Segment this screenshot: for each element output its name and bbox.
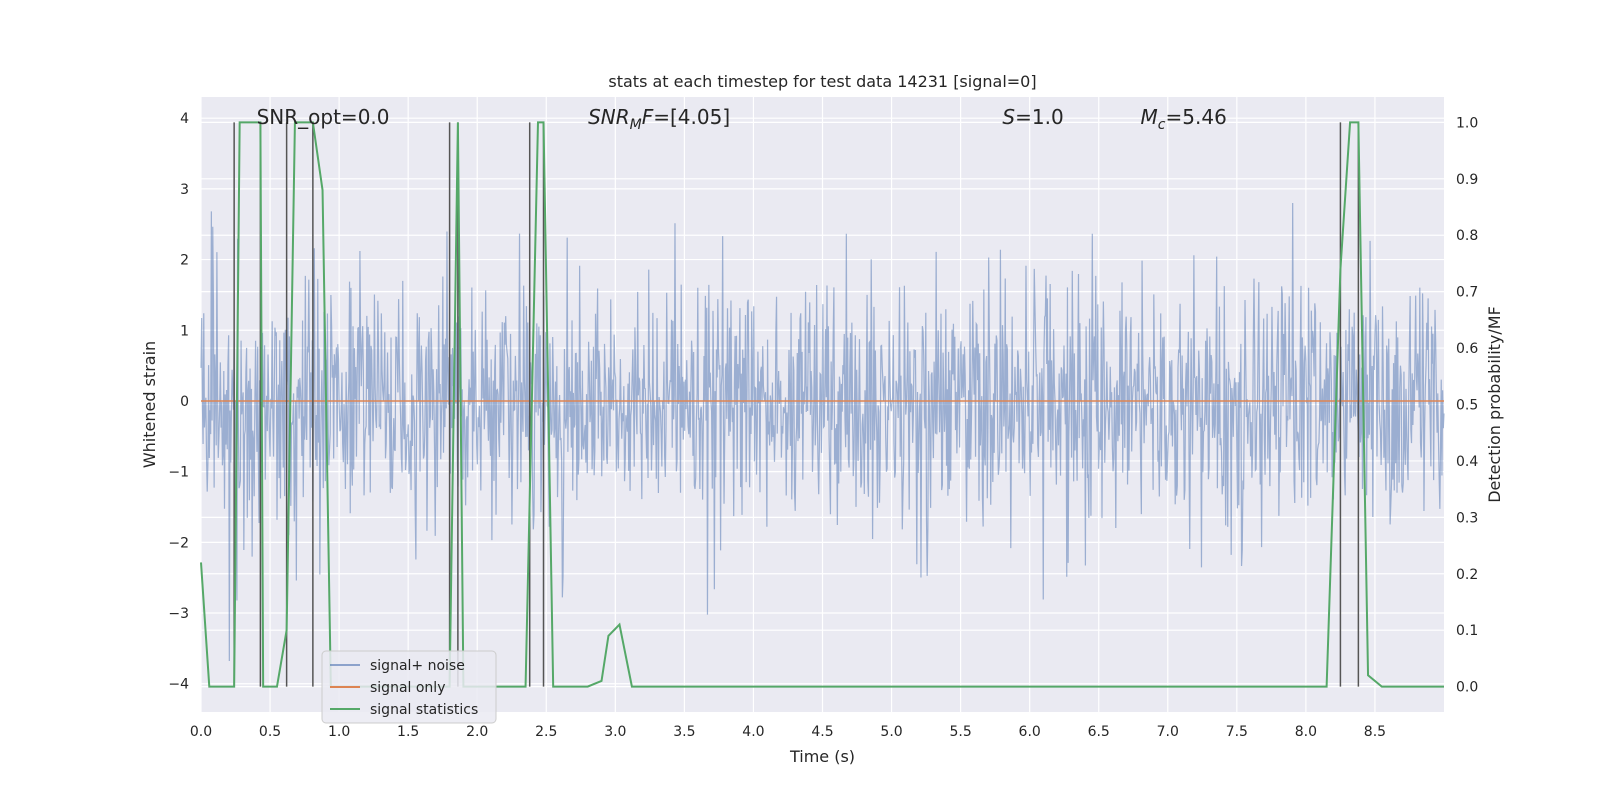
x-tick-label: 7.5 <box>1226 724 1248 740</box>
x-tick-label: 1.0 <box>328 724 350 740</box>
y-tick-label: 3 <box>180 182 189 198</box>
x-tick-label: 5.0 <box>880 724 902 740</box>
y-tick-label: 2 <box>180 253 189 269</box>
annotation-text: S=1.0 <box>1002 105 1063 129</box>
x-tick-label: 0.5 <box>259 724 281 740</box>
x-tick-label: 2.0 <box>466 724 488 740</box>
y2-tick-label: 1.0 <box>1456 115 1478 131</box>
legend: signal+ noise signal only signal statistic… <box>321 650 497 724</box>
x-tick-label: 4.5 <box>811 724 833 740</box>
annotation-text: SNR_opt=0.0 <box>257 105 390 129</box>
legend-box <box>321 650 497 724</box>
y-tick-label: −2 <box>168 535 189 551</box>
x-tick-label: 5.5 <box>949 724 971 740</box>
x-tick-label: 1.5 <box>397 724 419 740</box>
noise-series <box>200 202 1445 662</box>
legend-label: signal+ noise <box>370 658 465 674</box>
y-axis-label: Whitened strain <box>140 341 159 468</box>
y2-axis-label: Detection probability/MF <box>1485 306 1504 503</box>
y2-tick-label: 0.0 <box>1456 680 1478 696</box>
x-tick-label: 6.0 <box>1019 724 1041 740</box>
annotation-text: Mc=5.46 <box>1141 105 1227 133</box>
x-tick-label: 7.0 <box>1157 724 1179 740</box>
x-tick-label: 4.0 <box>742 724 764 740</box>
y2-tick-label: 0.1 <box>1456 623 1478 639</box>
y-tick-label: 0 <box>180 394 189 410</box>
y-tick-label: 4 <box>180 111 189 127</box>
x-tick-label: 3.5 <box>673 724 695 740</box>
tick-labels: 0.0 0.5 1.0 1.5 2.0 2.5 3.0 3.5 4.0 4.5 5.0 5.5 6.0 6… <box>168 111 1478 740</box>
y2-tick-label: 0.9 <box>1456 172 1478 188</box>
y2-tick-label: 0.4 <box>1456 454 1478 470</box>
y2-tick-label: 0.5 <box>1456 398 1478 414</box>
y-tick-label: −1 <box>168 465 189 481</box>
y-tick-label: −3 <box>168 606 189 622</box>
annotations: SNR_opt=0.0 SNRMF=[4.05] S=1.0 Mc=5.46 <box>257 105 1227 133</box>
x-tick-label: 3.0 <box>604 724 626 740</box>
y2-tick-label: 0.6 <box>1456 341 1478 357</box>
y2-tick-label: 0.3 <box>1456 510 1478 526</box>
legend-label: signal only <box>370 680 445 696</box>
chart-title: stats at each timestep for test data 142… <box>608 72 1036 91</box>
noise-line <box>200 202 1445 662</box>
x-tick-label: 2.5 <box>535 724 557 740</box>
x-tick-label: 8.0 <box>1295 724 1317 740</box>
x-tick-label: 6.5 <box>1088 724 1110 740</box>
y2-tick-label: 0.7 <box>1456 285 1478 301</box>
y-tick-label: 1 <box>180 323 189 339</box>
x-axis-label: Time (s) <box>789 747 855 766</box>
legend-label: signal statistics <box>370 702 478 718</box>
y-tick-label: −4 <box>168 677 189 693</box>
y2-tick-label: 0.2 <box>1456 567 1478 583</box>
x-tick-label: 8.5 <box>1364 724 1386 740</box>
annotation-text: SNRMF=[4.05] <box>588 105 730 133</box>
y2-tick-label: 0.8 <box>1456 228 1478 244</box>
x-tick-label: 0.0 <box>190 724 212 740</box>
